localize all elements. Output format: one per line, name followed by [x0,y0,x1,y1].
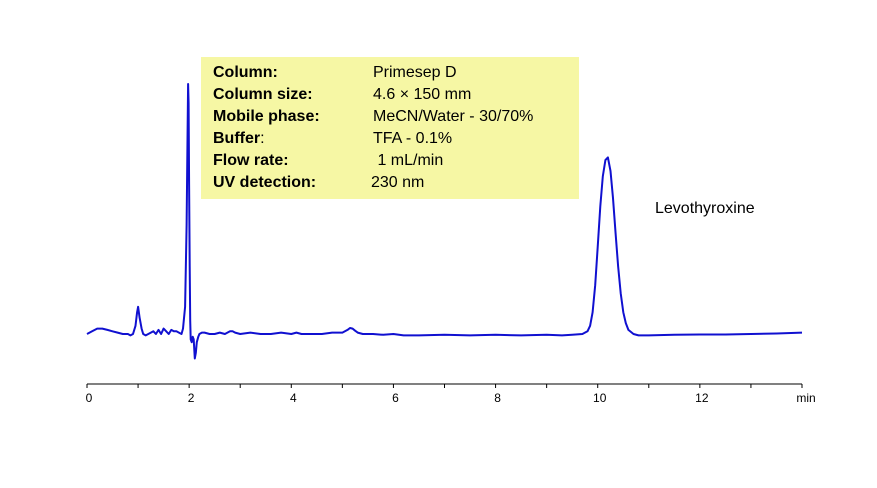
peak-label-levothyroxine: Levothyroxine [655,200,755,217]
info-label-buffer-colon: : [260,130,265,147]
info-value-uv-detection: 230 nm [371,174,425,191]
x-tick-label: 2 [188,391,195,405]
info-label-buffer-row: Buffer: [213,130,265,148]
info-label-mobile-phase: Mobile phase: [213,108,320,125]
x-tick-label: 4 [290,391,297,405]
info-label-buffer: Buffer [213,130,261,147]
info-value-mobile-phase: MeCN/Water - 30/70% [373,108,534,125]
x-tick-label: 6 [392,391,399,405]
info-value-buffer: TFA - 0.1% [373,130,453,147]
info-label-flow-rate: Flow rate: [213,152,289,169]
info-value-column: Primesep D [373,64,457,81]
info-value-flow-rate: 1 mL/min [373,152,444,169]
x-tick-label: 8 [494,391,501,405]
info-label-column-size: Column size: [213,86,313,103]
info-label-uv-detection: UV detection: [213,174,317,191]
chromatogram-trace [86,83,803,360]
method-info-box: Column: Primesep D Column size: 4.6 × 15… [201,57,579,199]
x-tick-label: 12 [695,391,709,405]
x-tick-label: 10 [593,391,607,405]
info-value-column-size: 4.6 × 150 mm [373,86,472,103]
x-tick-label: 0 [86,391,93,405]
x-axis-unit-label: min [796,391,815,405]
info-label-column: Column: [213,64,278,81]
